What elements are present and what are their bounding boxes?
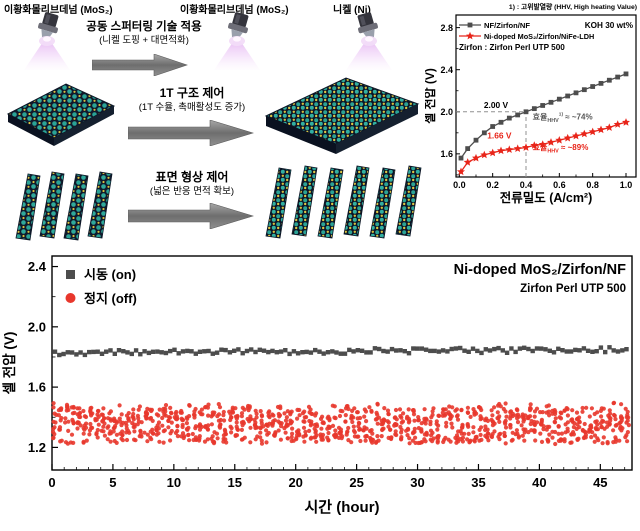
step-title: 공동 스퍼터링 기술 적용 <box>86 21 202 33</box>
svg-text:효율HHV1) ≈ ~74%: 효율HHV1) ≈ ~74% <box>533 112 593 124</box>
svg-text:20: 20 <box>288 475 302 490</box>
svg-text:1.6: 1.6 <box>440 149 453 159</box>
vertical-plates-illustration <box>15 171 113 241</box>
svg-text:KOH 30 wt%: KOH 30 wt% <box>585 21 634 30</box>
svg-text:Ni-doped MoS₂/Zirfon/NiFe-LDH: Ni-doped MoS₂/Zirfon/NiFe-LDH <box>484 32 594 41</box>
svg-text:15: 15 <box>228 475 242 490</box>
svg-text:2.0: 2.0 <box>440 107 453 117</box>
svg-text:2.00 V: 2.00 V <box>484 100 509 110</box>
sputter-gun-icon <box>214 12 260 70</box>
ni-doped-mos2-crystal-illustration <box>264 77 420 154</box>
svg-text:Zirfon : Zirfon Perl UTP 500: Zirfon : Zirfon Perl UTP 500 <box>459 43 565 52</box>
svg-text:2.4: 2.4 <box>28 259 47 274</box>
svg-text:효율HHV ≈ ~89%: 효율HHV ≈ ~89% <box>533 142 589 154</box>
label-mos2-target-left: 이황화몰리브데넘 (MoS₂) <box>4 5 113 16</box>
svg-text:25: 25 <box>349 475 363 490</box>
svg-text:30: 30 <box>410 475 424 490</box>
step-title: 1T 구조 제어 <box>159 86 225 100</box>
label-nickel-target: 니켈 (Ni) <box>333 5 371 16</box>
svg-text:NF/Zirfon/NF: NF/Zirfon/NF <box>484 21 530 30</box>
svg-text:0: 0 <box>48 475 55 490</box>
svg-text:2.8: 2.8 <box>440 23 453 33</box>
svg-text:0.0: 0.0 <box>453 180 466 190</box>
svg-text:2.4: 2.4 <box>440 65 453 75</box>
step-title: 표면 형상 제어 <box>155 170 229 184</box>
svg-text:시동 (on): 시동 (on) <box>84 267 136 282</box>
svg-text:전류밀도 (A/cm²): 전류밀도 (A/cm²) <box>500 190 593 205</box>
svg-text:40: 40 <box>532 475 546 490</box>
step-cosputtering: 공동 스퍼터링 기술 적용 (니켈 도핑 + 대면적화) <box>84 20 204 47</box>
step-subtitle: (1T 수율, 촉매활성도 증가) <box>138 101 246 113</box>
svg-text:1.0: 1.0 <box>620 180 633 190</box>
svg-text:1.66 V: 1.66 V <box>487 131 512 141</box>
step-subtitle: (니켈 도핑 + 대면적화) <box>99 34 189 46</box>
arrow-right-icon <box>92 54 188 76</box>
svg-text:1) : 고위발열량 (HHV, High heating: 1) : 고위발열량 (HHV, High heating Value) <box>509 2 637 11</box>
svg-text:정지 (off): 정지 (off) <box>84 291 137 306</box>
arrow-right-icon <box>128 120 254 146</box>
svg-text:Ni-doped MoS₂/Zirfon/NF: Ni-doped MoS₂/Zirfon/NF <box>454 262 627 278</box>
stability-chart: 0 5 10 15 20 25 30 35 40 45 1.2 1.6 2.0 2.4 시간 (hour) 셀… <box>1 255 633 516</box>
svg-text:시간 (hour): 시간 (hour) <box>304 499 379 516</box>
label-mos2-target-center: 이황화몰리브데넘 (MoS₂) <box>180 5 289 16</box>
dense-plates-illustration <box>265 165 422 239</box>
svg-text:Zirfon Perl UTP 500: Zirfon Perl UTP 500 <box>520 283 626 295</box>
svg-text:35: 35 <box>471 475 485 490</box>
mos2-crystal-illustration <box>6 83 116 146</box>
svg-text:셀 전압 (V): 셀 전압 (V) <box>1 332 17 395</box>
svg-text:0.4: 0.4 <box>520 180 533 190</box>
svg-text:0.6: 0.6 <box>553 180 566 190</box>
svg-text:5: 5 <box>109 475 116 490</box>
svg-text:1.2: 1.2 <box>28 440 46 455</box>
svg-text:셀 전압 (V): 셀 전압 (V) <box>425 68 437 124</box>
step-1t-structure: 1T 구조 제어 (1T 수율, 촉매활성도 증가) <box>118 86 266 114</box>
arrow-right-icon <box>128 203 254 229</box>
step-subtitle: (넓은 반응 면적 확보) <box>149 185 235 197</box>
svg-text:0.2: 0.2 <box>486 180 499 190</box>
sputter-gun-icon <box>346 12 392 70</box>
sputter-gun-icon <box>24 12 70 70</box>
step-surface-morphology: 표면 형상 제어 (넓은 반응 면적 확보) <box>118 170 266 198</box>
process-diagram: 이황화몰리브데넘 (MoS₂) 이황화몰리브데넘 (MoS₂) 니켈 (Ni) <box>0 0 425 248</box>
polarization-chart: 1) : 고위발열량 (HHV, High heating Value) 0.0 0… <box>425 2 637 205</box>
svg-text:2.0: 2.0 <box>28 319 46 334</box>
svg-text:10: 10 <box>167 475 181 490</box>
svg-text:45: 45 <box>593 475 607 490</box>
svg-text:1.6: 1.6 <box>28 380 46 395</box>
svg-text:0.8: 0.8 <box>586 180 599 190</box>
